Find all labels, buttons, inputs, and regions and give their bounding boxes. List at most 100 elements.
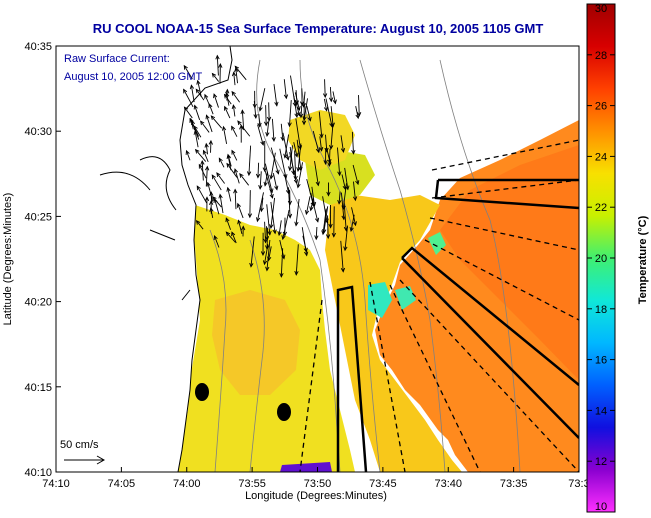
current-vector (296, 139, 302, 171)
current-vector (264, 244, 269, 265)
current-vector (212, 196, 222, 208)
current-vector-head (241, 225, 246, 231)
sst-cold-bottom (280, 462, 332, 472)
current-vector-head (257, 122, 262, 128)
colorbar-tick-label: 30 (595, 3, 607, 15)
current-vector (238, 220, 243, 234)
current-vector (288, 187, 291, 218)
current-vector-head (282, 231, 288, 237)
map-layer (56, 46, 579, 472)
current-vector (201, 160, 204, 181)
current-vector-head (189, 84, 195, 90)
current-vector-head (329, 122, 334, 128)
colorbar-label: Temperature (°C) (637, 215, 649, 304)
current-vector (306, 105, 311, 121)
current-vector (196, 220, 204, 230)
colorbar-tick-label: 16 (595, 355, 607, 367)
current-vector (205, 143, 208, 155)
current-vector (344, 225, 349, 251)
current-vector (341, 174, 346, 190)
current-vector-head (263, 121, 269, 127)
current-vector-head (285, 155, 290, 161)
current-vector (183, 89, 194, 108)
current-vector-head (193, 104, 198, 110)
current-vector (342, 183, 347, 210)
current-vector (293, 142, 298, 157)
current-vector-head (258, 106, 263, 112)
y-axis-ticks: 40:35 40:30 40:25 40:20 40:15 40:10 (24, 41, 61, 479)
current-vector-head (213, 93, 218, 99)
current-vector (200, 120, 210, 133)
current-vector-head (355, 114, 360, 120)
current-vector (273, 84, 278, 106)
current-vector-head (329, 144, 334, 150)
current-vector (300, 101, 303, 118)
current-vector-head (200, 120, 205, 126)
current-vector-head (314, 217, 320, 223)
current-vector-head (325, 234, 331, 240)
current-vector-head (189, 117, 194, 123)
current-vector-head (277, 231, 282, 237)
current-vector (288, 100, 292, 127)
current-vector-head (281, 235, 286, 241)
current-vector (340, 192, 345, 220)
radar-beam-boxes (336, 178, 579, 472)
current-vector (322, 208, 327, 235)
current-vector-head (210, 115, 216, 121)
current-vector-head (274, 101, 279, 107)
y-tick-label: 40:20 (24, 297, 52, 309)
current-vector (355, 106, 359, 119)
current-vector-head (269, 174, 274, 180)
current-vector-head (327, 162, 332, 167)
current-vector-head (328, 97, 334, 103)
current-vector (224, 106, 231, 119)
current-vector (266, 118, 270, 137)
station-marker-2 (277, 403, 291, 421)
current-vector-head (205, 114, 210, 120)
current-vector (351, 207, 357, 226)
current-vector-head (196, 79, 201, 85)
current-vector-head (340, 267, 346, 273)
current-vector-head (352, 221, 357, 227)
current-vector (266, 204, 271, 235)
current-vector (268, 102, 270, 121)
current-vector-head (304, 251, 309, 257)
current-vector-head (205, 165, 210, 171)
current-vector (204, 94, 211, 107)
current-vector (214, 198, 220, 215)
current-vector-head (239, 173, 244, 178)
current-vector-head (304, 210, 310, 216)
current-vector (280, 123, 284, 141)
current-vector-head (195, 88, 200, 94)
current-vector-head (287, 213, 293, 219)
current-vector-head (215, 54, 220, 60)
current-vector (190, 85, 195, 103)
current-vector-head (332, 99, 337, 105)
current-vector-head (293, 179, 299, 185)
current-vector-head (301, 120, 307, 126)
current-vector-head (198, 163, 203, 169)
current-vector (328, 148, 331, 166)
current-vector (213, 94, 219, 108)
current-vector (318, 111, 323, 138)
current-vector-head (326, 191, 331, 197)
current-vector (343, 201, 347, 231)
current-vector-head (288, 166, 293, 172)
current-vector-head (246, 171, 252, 177)
current-vector-head (204, 142, 209, 148)
current-vector-head (267, 230, 272, 236)
current-vector-head (237, 219, 242, 225)
current-vector-head (211, 196, 217, 201)
current-vector (329, 86, 332, 102)
colorbar-tick-label: 26 (595, 101, 607, 113)
x-tick-label: 74:05 (108, 478, 136, 490)
y-tick-label: 40:30 (24, 126, 52, 138)
current-vector-head (204, 93, 209, 99)
current-vector (231, 91, 240, 103)
x-tick-label: 73:55 (238, 478, 266, 490)
current-vector (279, 239, 285, 259)
current-vector (207, 182, 214, 202)
current-vector-head (253, 114, 258, 119)
colorbar-tick-label: 12 (595, 456, 607, 468)
current-vector-head (195, 219, 201, 225)
